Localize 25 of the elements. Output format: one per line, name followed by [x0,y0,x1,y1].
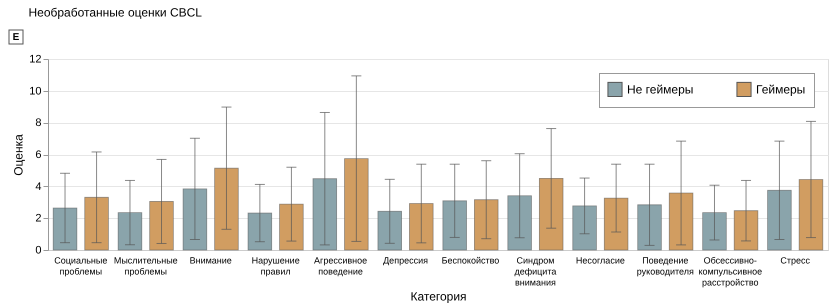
x-axis-title: Категория [410,290,467,304]
y-tick-label: 10 [29,85,42,98]
y-tick-label: 2 [35,212,42,225]
x-tick-label: Мыслительные проблемы [114,256,178,276]
x-tick-label: Поведение руководителя [636,256,694,276]
text: E [12,32,20,43]
x-tick-label: Депрессия [383,256,428,266]
x-tick-label: Нарушение правил [252,256,300,276]
x-tick-label: Беспокойство [442,256,500,266]
x-tick-label: Обсессивно-компульсивное расстройство [698,256,762,288]
x-tick-label: Агрессивное поведение [314,256,368,276]
chart-title: Необработанные оценки CBCL [28,6,202,20]
x-tick-label: Социальные проблемы [54,256,108,276]
y-tick-label: 8 [35,117,42,130]
x-tick-label: Стресс [780,256,811,266]
y-tick-label: 0 [35,244,42,256]
x-tick-label: Синдром дефицита внимания [514,256,556,288]
legend-label: Геймеры [756,82,806,96]
legend-label: Не геймеры [627,82,694,96]
y-tick-label: 12 [29,54,42,66]
x-tick-label: Внимание [190,256,232,266]
y-tick-label: 6 [35,149,42,161]
y-tick-label: 4 [35,180,42,193]
x-tick-label: Несогласие [576,256,625,266]
y-axis-title: Оценка [11,134,26,176]
